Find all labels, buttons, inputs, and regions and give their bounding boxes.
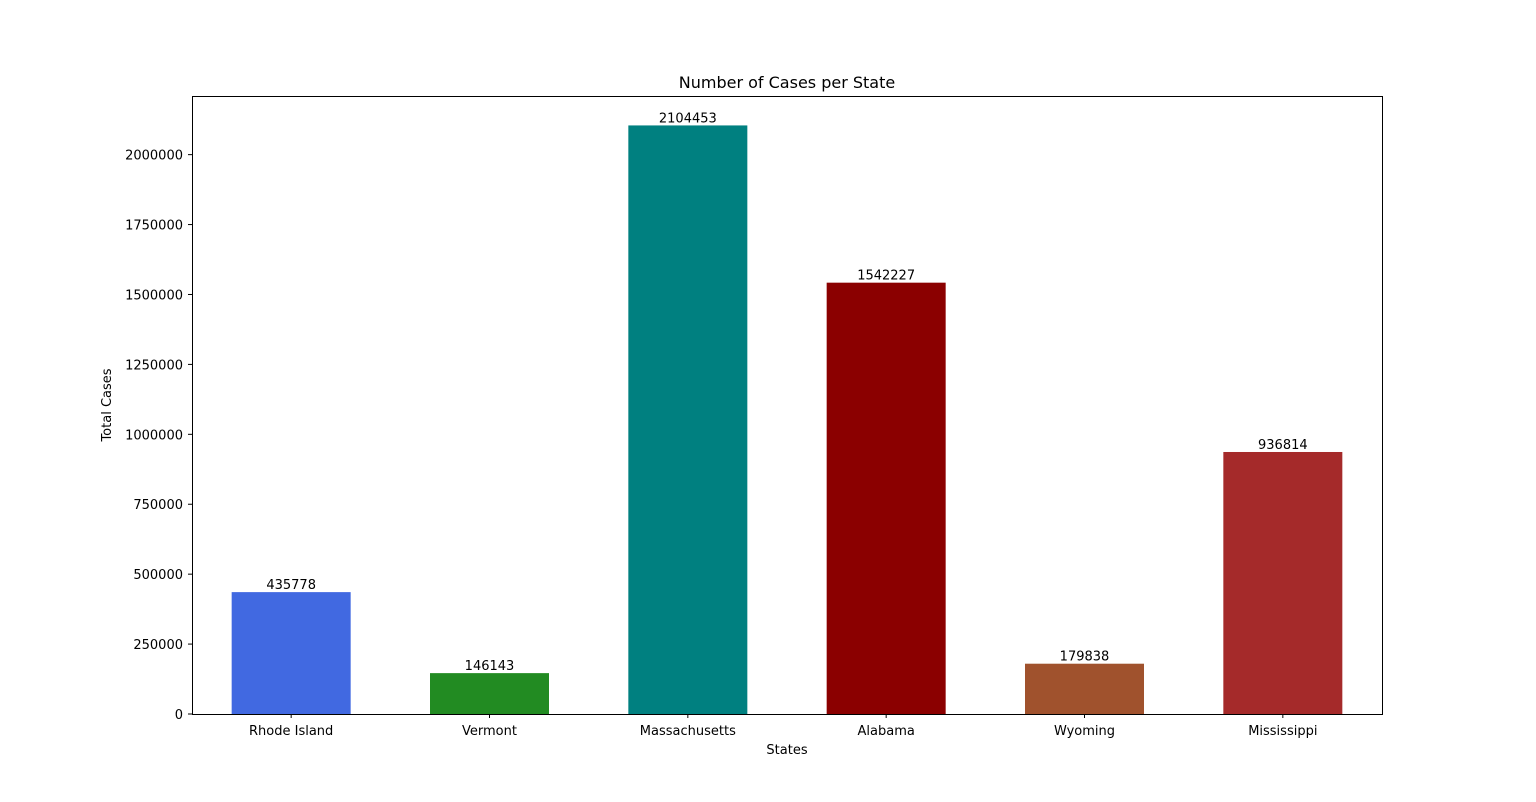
data-label-vermont: 146143: [465, 659, 515, 674]
y-tick-label: 0: [175, 708, 183, 723]
data-label-rhode-island: 435778: [266, 578, 316, 593]
data-label-alabama: 1542227: [857, 269, 915, 284]
y-tick-label: 750000: [133, 498, 183, 513]
x-ticks-group: Rhode Island Vermont Massachusetts Alabama W…: [249, 714, 1317, 739]
x-tick-label-alabama: Alabama: [858, 724, 915, 739]
bars-group: [231, 125, 1343, 715]
chart-title: Number of Cases per State: [679, 73, 895, 92]
x-tick-label-vermont: Vermont: [462, 724, 517, 739]
x-axis-label: States: [766, 743, 807, 758]
data-label-massachusetts: 2104453: [659, 111, 717, 126]
y-tick-label: 1000000: [125, 428, 183, 443]
y-tick-label: 1750000: [125, 219, 183, 234]
y-axis-label: Total Cases: [100, 368, 115, 442]
x-tick-label-rhode-island: Rhode Island: [249, 724, 333, 739]
y-ticks-group: 0 250000 500000 750000 1000000 1250000 1500000…: [125, 149, 192, 723]
x-tick-label-massachusetts: Massachusetts: [640, 724, 736, 739]
y-tick-label: 1250000: [125, 358, 183, 373]
x-tick-label-mississippi: Mississippi: [1248, 724, 1317, 739]
plot-area-frame: [192, 96, 1383, 715]
bar-vermont: [430, 673, 549, 714]
y-tick-label: 500000: [133, 568, 183, 583]
data-label-mississippi: 936814: [1258, 438, 1308, 453]
bar-alabama: [826, 282, 946, 714]
bar-massachusetts: [628, 125, 748, 715]
x-tick-label-wyoming: Wyoming: [1054, 724, 1115, 739]
bar-mississippi: [1223, 451, 1343, 714]
y-tick-label: 2000000: [125, 149, 183, 164]
bar-wyoming: [1025, 663, 1144, 714]
y-tick-label: 250000: [133, 638, 183, 653]
bar-rhode-island: [231, 592, 351, 714]
y-tick-label: 1500000: [125, 288, 183, 303]
data-label-wyoming: 179838: [1060, 650, 1110, 665]
data-labels-group: 435778 146143 2104453 1542227 179838 936814: [266, 111, 1307, 674]
